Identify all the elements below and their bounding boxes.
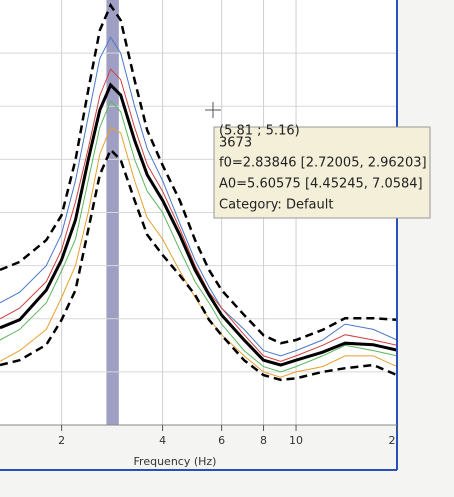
tooltip-box <box>213 126 431 219</box>
x-tick-label: 6 <box>218 434 225 447</box>
cursor <box>205 102 221 118</box>
x-tick-label: 8 <box>260 434 267 447</box>
curve <box>0 82 398 367</box>
x-tick-label: 2 <box>58 434 65 447</box>
curve <box>0 99 398 373</box>
tooltip-a0: A0=5.60575 [4.45245, 7.0584] <box>219 177 423 192</box>
tooltip-coords: (5.81 ; 5.16) <box>219 124 300 139</box>
curve <box>0 126 398 378</box>
tooltip: (5.81 ; 5.16) 3673 f0=2.83846 [2.72005, … <box>213 124 431 219</box>
curve <box>0 68 398 362</box>
curve <box>0 147 398 382</box>
x-axis-label: Frequency (Hz) <box>134 455 217 468</box>
curve <box>0 36 398 357</box>
tooltip-id: 3673 <box>219 136 252 151</box>
tooltip-f0: f0=2.83846 [2.72005, 2.96203] <box>219 156 427 171</box>
curve <box>0 2 398 345</box>
tooltip-category: Category: Default <box>219 198 333 213</box>
x-tick-label: 10 <box>289 434 303 447</box>
x-tick-label: 2 <box>389 434 396 447</box>
x-tick-label: 4 <box>159 434 166 447</box>
